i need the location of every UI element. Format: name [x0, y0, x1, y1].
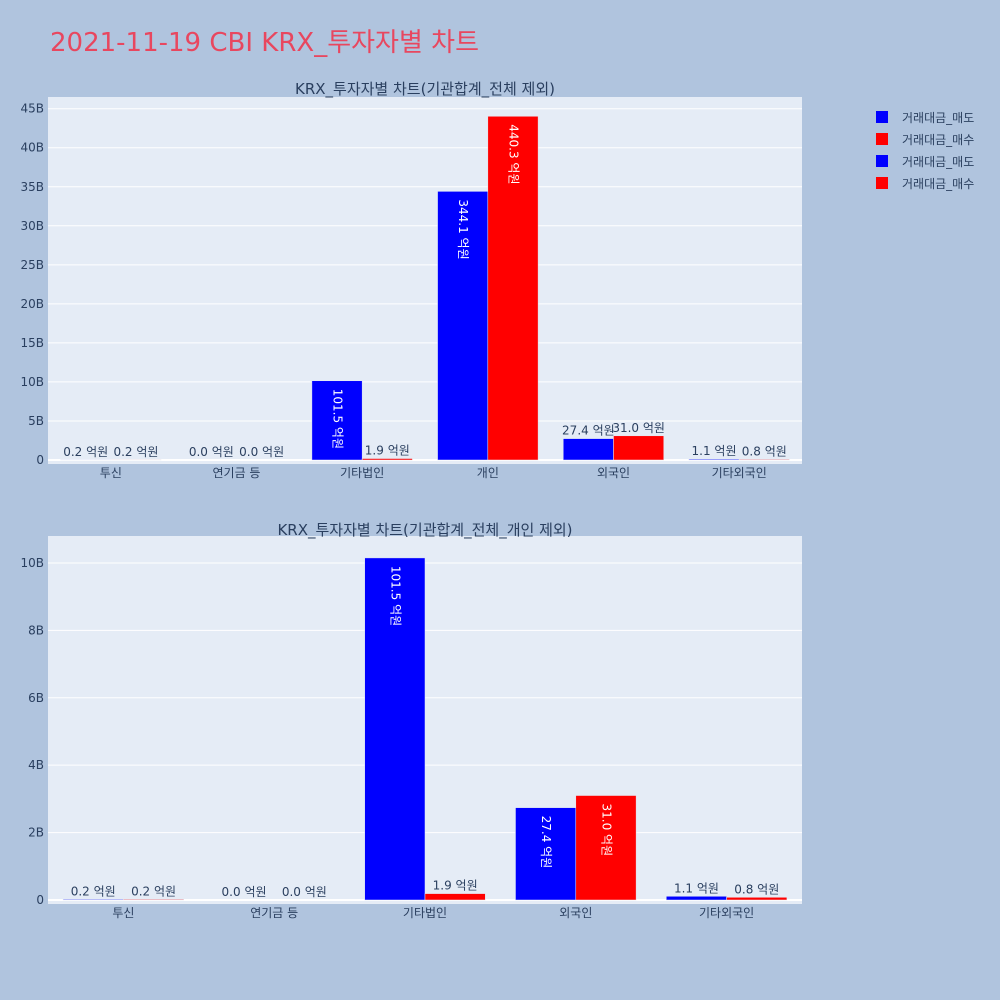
y-tick-label: 15B [20, 336, 44, 350]
bar-buy [487, 116, 539, 461]
bar-data-label: 31.0 억원 [612, 421, 665, 435]
bar-sell [688, 458, 740, 461]
chart-title: KRX_투자자별 차트(기관합계_전체 제외) [295, 80, 555, 99]
bar-buy [361, 458, 413, 461]
legend-label: 거래대금_매수 [902, 132, 975, 147]
x-tick-label: 투신 [112, 906, 134, 920]
bar-data-label: 440.3 억원 [506, 124, 520, 184]
y-tick-label: 6B [28, 691, 44, 705]
bar-data-label: 0.2 억원 [63, 445, 108, 459]
bar-data-label: 0.0 억원 [282, 885, 327, 899]
y-tick-label: 45B [20, 102, 44, 116]
legend[interactable]: 거래대금_매도 거래대금_매수 거래대금_매도 거래대금_매수 [876, 106, 974, 194]
bar-sell [666, 896, 727, 901]
bar-buy [424, 893, 486, 901]
legend-item[interactable]: 거래대금_매수 [876, 172, 974, 194]
bar-sell [311, 380, 363, 461]
x-tick-label: 투신 [100, 466, 122, 480]
y-tick-label: 30B [20, 219, 44, 233]
bar-sell [437, 191, 489, 461]
bar-data-label: 344.1 억원 [456, 199, 470, 259]
x-tick-label: 기타외국인 [699, 906, 754, 920]
legend-label: 거래대금_매수 [902, 176, 975, 191]
bar-data-label: 27.4 억원 [562, 424, 615, 438]
x-tick-label: 기타법인 [340, 466, 384, 480]
legend-swatch-buy [876, 133, 888, 145]
legend-swatch-sell [876, 155, 888, 167]
legend-label: 거래대금_매도 [902, 110, 975, 125]
bar-data-label: 1.1 억원 [674, 881, 719, 895]
y-tick-label: 5B [28, 414, 44, 428]
bar-data-label: 1.9 억원 [433, 879, 478, 893]
bar-buy [123, 899, 184, 901]
bar-data-label: 0.0 억원 [239, 445, 284, 459]
y-tick-label: 4B [28, 758, 44, 772]
y-tick-label: 35B [20, 180, 44, 194]
y-tick-label: 40B [20, 141, 44, 155]
chart-title: KRX_투자자별 차트(기관합계_전체_개인 제외) [277, 521, 572, 540]
x-tick-label: 기타외국인 [712, 466, 767, 480]
y-tick-label: 25B [20, 258, 44, 272]
bar-buy [738, 459, 790, 461]
bar-data-label: 0.8 억원 [734, 882, 779, 896]
bar-data-label: 0.0 억원 [222, 885, 267, 899]
bar-sell [515, 807, 577, 901]
bar-sell [62, 899, 124, 901]
bar-sell [364, 557, 426, 901]
bar-data-label: 0.2 억원 [113, 445, 158, 459]
page-title: 2021-11-19 CBI KRX_투자자별 차트 [50, 28, 479, 58]
bar-data-label: 101.5 억원 [331, 389, 345, 449]
bar-buy [613, 435, 665, 461]
bar-data-label: 0.0 억원 [189, 445, 234, 459]
bar-data-label: 0.8 억원 [742, 444, 787, 458]
legend-swatch-buy [876, 177, 888, 189]
legend-item[interactable]: 거래대금_매수 [876, 128, 974, 150]
legend-item[interactable]: 거래대금_매도 [876, 150, 974, 172]
y-tick-label: 8B [28, 623, 44, 637]
bar-data-label: 1.9 억원 [365, 444, 410, 458]
x-tick-label: 개인 [477, 466, 499, 480]
x-tick-label: 연기금 등 [213, 466, 261, 480]
y-tick-label: 0 [36, 893, 44, 907]
y-tick-label: 10B [20, 556, 44, 570]
y-tick-label: 2B [28, 826, 44, 840]
y-tick-label: 20B [20, 297, 44, 311]
bar-sell [562, 438, 614, 461]
legend-item[interactable]: 거래대금_매도 [876, 106, 974, 128]
bar-data-label: 101.5 억원 [388, 566, 402, 626]
legend-label: 거래대금_매도 [902, 154, 975, 169]
x-tick-label: 외국인 [559, 906, 592, 920]
y-tick-label: 0 [36, 453, 44, 467]
plot-area [48, 97, 802, 464]
bar-data-label: 0.2 억원 [71, 884, 116, 898]
bar-buy [575, 795, 637, 901]
bar-data-label: 31.0 억원 [599, 804, 613, 857]
bar-data-label: 0.2 억원 [131, 884, 176, 898]
y-tick-label: 10B [20, 375, 44, 389]
x-tick-label: 외국인 [597, 466, 630, 480]
bar-buy [726, 897, 788, 901]
x-tick-label: 연기금 등 [250, 906, 298, 920]
x-tick-label: 기타법인 [403, 906, 447, 920]
bar-data-label: 27.4 억원 [539, 816, 553, 869]
legend-swatch-sell [876, 111, 888, 123]
bar-data-label: 1.1 억원 [692, 444, 737, 458]
